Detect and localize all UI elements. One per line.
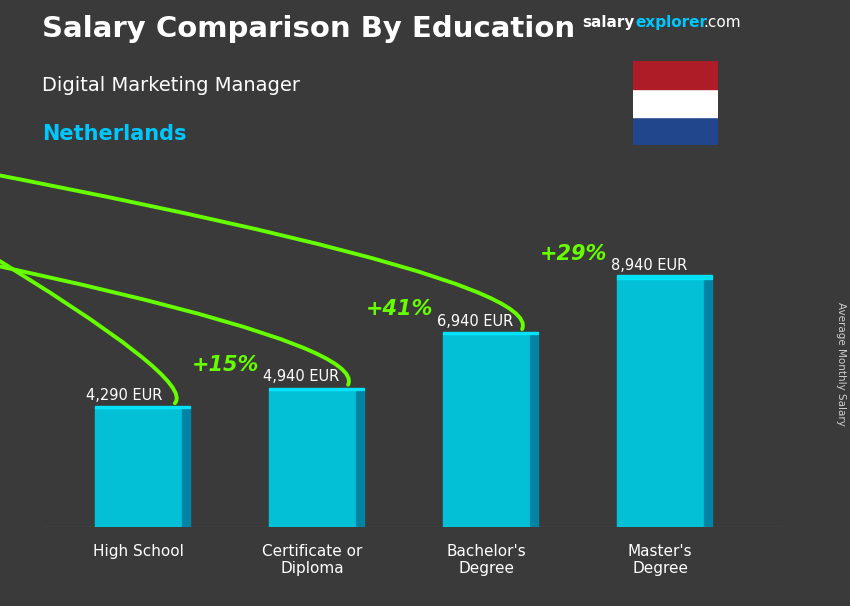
Text: +41%: +41% [366, 299, 433, 319]
Bar [617, 279, 704, 527]
Bar [355, 390, 365, 527]
Text: .com: .com [704, 15, 741, 30]
Bar [633, 117, 718, 145]
Text: 8,940 EUR: 8,940 EUR [611, 258, 688, 273]
Bar [633, 89, 718, 117]
Bar [182, 408, 190, 527]
Bar [633, 61, 718, 89]
Text: +15%: +15% [191, 355, 259, 375]
Bar [443, 331, 538, 335]
Text: Salary Comparison By Education: Salary Comparison By Education [42, 15, 575, 43]
Text: salary: salary [582, 15, 635, 30]
Bar [704, 279, 712, 527]
Bar [269, 390, 355, 527]
Bar [617, 275, 712, 279]
Text: Average Monthly Salary: Average Monthly Salary [836, 302, 846, 425]
Text: explorer: explorer [636, 15, 708, 30]
Bar [443, 335, 530, 527]
Text: 4,940 EUR: 4,940 EUR [264, 370, 340, 384]
Text: 6,940 EUR: 6,940 EUR [438, 314, 513, 329]
Bar [94, 408, 182, 527]
Text: +29%: +29% [540, 244, 607, 264]
Text: Digital Marketing Manager: Digital Marketing Manager [42, 76, 301, 95]
Bar [269, 388, 365, 390]
Text: 4,290 EUR: 4,290 EUR [86, 387, 162, 402]
Text: Netherlands: Netherlands [42, 124, 187, 144]
Bar [530, 335, 538, 527]
Bar [94, 406, 190, 408]
